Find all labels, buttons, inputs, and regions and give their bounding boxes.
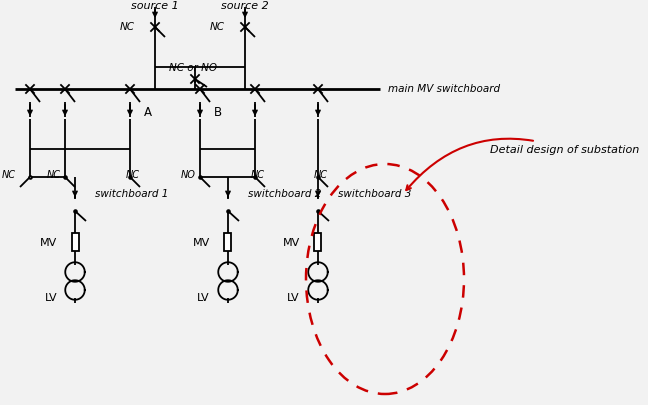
Text: MV: MV (192, 237, 210, 247)
Text: source 2: source 2 (221, 1, 269, 11)
Text: MV: MV (283, 237, 300, 247)
Bar (314, 233, 321, 252)
Text: NO: NO (181, 170, 196, 179)
Text: LV: LV (198, 292, 210, 302)
Text: main MV switchboard: main MV switchboard (388, 84, 500, 94)
Text: switchboard 1: switchboard 1 (95, 189, 168, 198)
Text: NC: NC (47, 170, 61, 179)
Text: Detail design of substation: Detail design of substation (406, 139, 639, 191)
Text: NC: NC (120, 22, 135, 32)
Bar (224, 233, 231, 252)
Text: B: B (214, 106, 222, 119)
Text: NC: NC (210, 22, 225, 32)
Bar (71, 233, 78, 252)
Text: NC: NC (251, 170, 265, 179)
Text: LV: LV (44, 292, 57, 302)
Text: source 1: source 1 (131, 1, 179, 11)
Text: MV: MV (40, 237, 57, 247)
Text: A: A (144, 106, 152, 119)
Text: switchboard 3: switchboard 3 (338, 189, 411, 198)
Text: NC: NC (314, 170, 328, 179)
Text: NC or NO: NC or NO (169, 63, 217, 73)
Text: switchboard 2: switchboard 2 (248, 189, 321, 198)
Text: NC: NC (2, 170, 16, 179)
Text: LV: LV (287, 292, 300, 302)
Text: NC: NC (126, 170, 140, 179)
